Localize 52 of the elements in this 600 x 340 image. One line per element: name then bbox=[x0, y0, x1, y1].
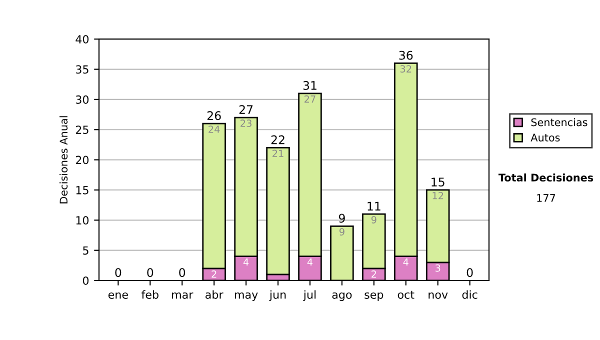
data-label: 12 bbox=[432, 192, 444, 200]
data-label: 4 bbox=[243, 258, 249, 266]
data-label: 2 bbox=[212, 270, 216, 278]
y-tick-label: 0 bbox=[82, 276, 89, 285]
x-tick-label: jul bbox=[303, 290, 316, 301]
y-tick-label: 10 bbox=[76, 216, 89, 225]
data-label: 21 bbox=[272, 150, 284, 157]
y-tick-label: 35 bbox=[76, 65, 88, 74]
total-label: 22 bbox=[271, 135, 284, 144]
text: Total Decisiones bbox=[498, 173, 594, 182]
data-label: 2 bbox=[372, 270, 376, 278]
x-tick-label: dic bbox=[462, 290, 478, 299]
total-label: 0 bbox=[466, 268, 473, 278]
y-tick-label: 30 bbox=[76, 95, 89, 104]
y-axis-title: Decisiones Anual bbox=[60, 116, 68, 204]
total-label: 31 bbox=[303, 80, 316, 90]
y-tick-label: 20 bbox=[76, 156, 89, 164]
total-label: 36 bbox=[399, 50, 413, 60]
total-label: 0 bbox=[179, 268, 186, 278]
data-label: 3 bbox=[436, 264, 440, 272]
y-tick-label: 15 bbox=[76, 186, 88, 194]
data-label: 24 bbox=[208, 126, 220, 133]
x-tick-label: jun bbox=[269, 290, 286, 301]
data-label: 27 bbox=[304, 95, 316, 103]
x-tick-label: feb bbox=[142, 290, 158, 299]
x-tick-label: oct bbox=[398, 290, 414, 299]
data-label: 23 bbox=[240, 120, 252, 127]
x-tick-label: abr bbox=[206, 290, 224, 299]
total-label: 11 bbox=[368, 202, 380, 210]
x-tick-label: nov bbox=[428, 292, 448, 299]
total-label: 0 bbox=[115, 268, 122, 278]
legend-label: Autos bbox=[530, 134, 560, 142]
data-label: 4 bbox=[403, 258, 408, 266]
total-label: 9 bbox=[338, 214, 345, 223]
x-tick-label: mar bbox=[172, 292, 194, 299]
data-label: 9 bbox=[371, 216, 376, 224]
data-label: 9 bbox=[339, 228, 344, 236]
y-tick-label: 25 bbox=[76, 126, 88, 134]
data-label: 32 bbox=[400, 65, 412, 73]
total-label: 27 bbox=[239, 105, 253, 114]
text: 177 bbox=[537, 194, 556, 202]
x-tick-label: may bbox=[234, 292, 258, 301]
y-tick-label: 40 bbox=[76, 35, 89, 44]
x-tick-label: sep bbox=[364, 292, 384, 301]
x-tick-label: ene bbox=[108, 292, 128, 299]
x-tick-label: ago bbox=[332, 292, 352, 301]
total-label: 0 bbox=[147, 268, 154, 278]
total-label: 26 bbox=[207, 111, 221, 120]
data-label: 4 bbox=[307, 258, 313, 266]
total-label: 15 bbox=[432, 178, 444, 186]
y-tick-label: 5 bbox=[83, 246, 88, 255]
legend-label: Sentencias bbox=[531, 118, 588, 126]
